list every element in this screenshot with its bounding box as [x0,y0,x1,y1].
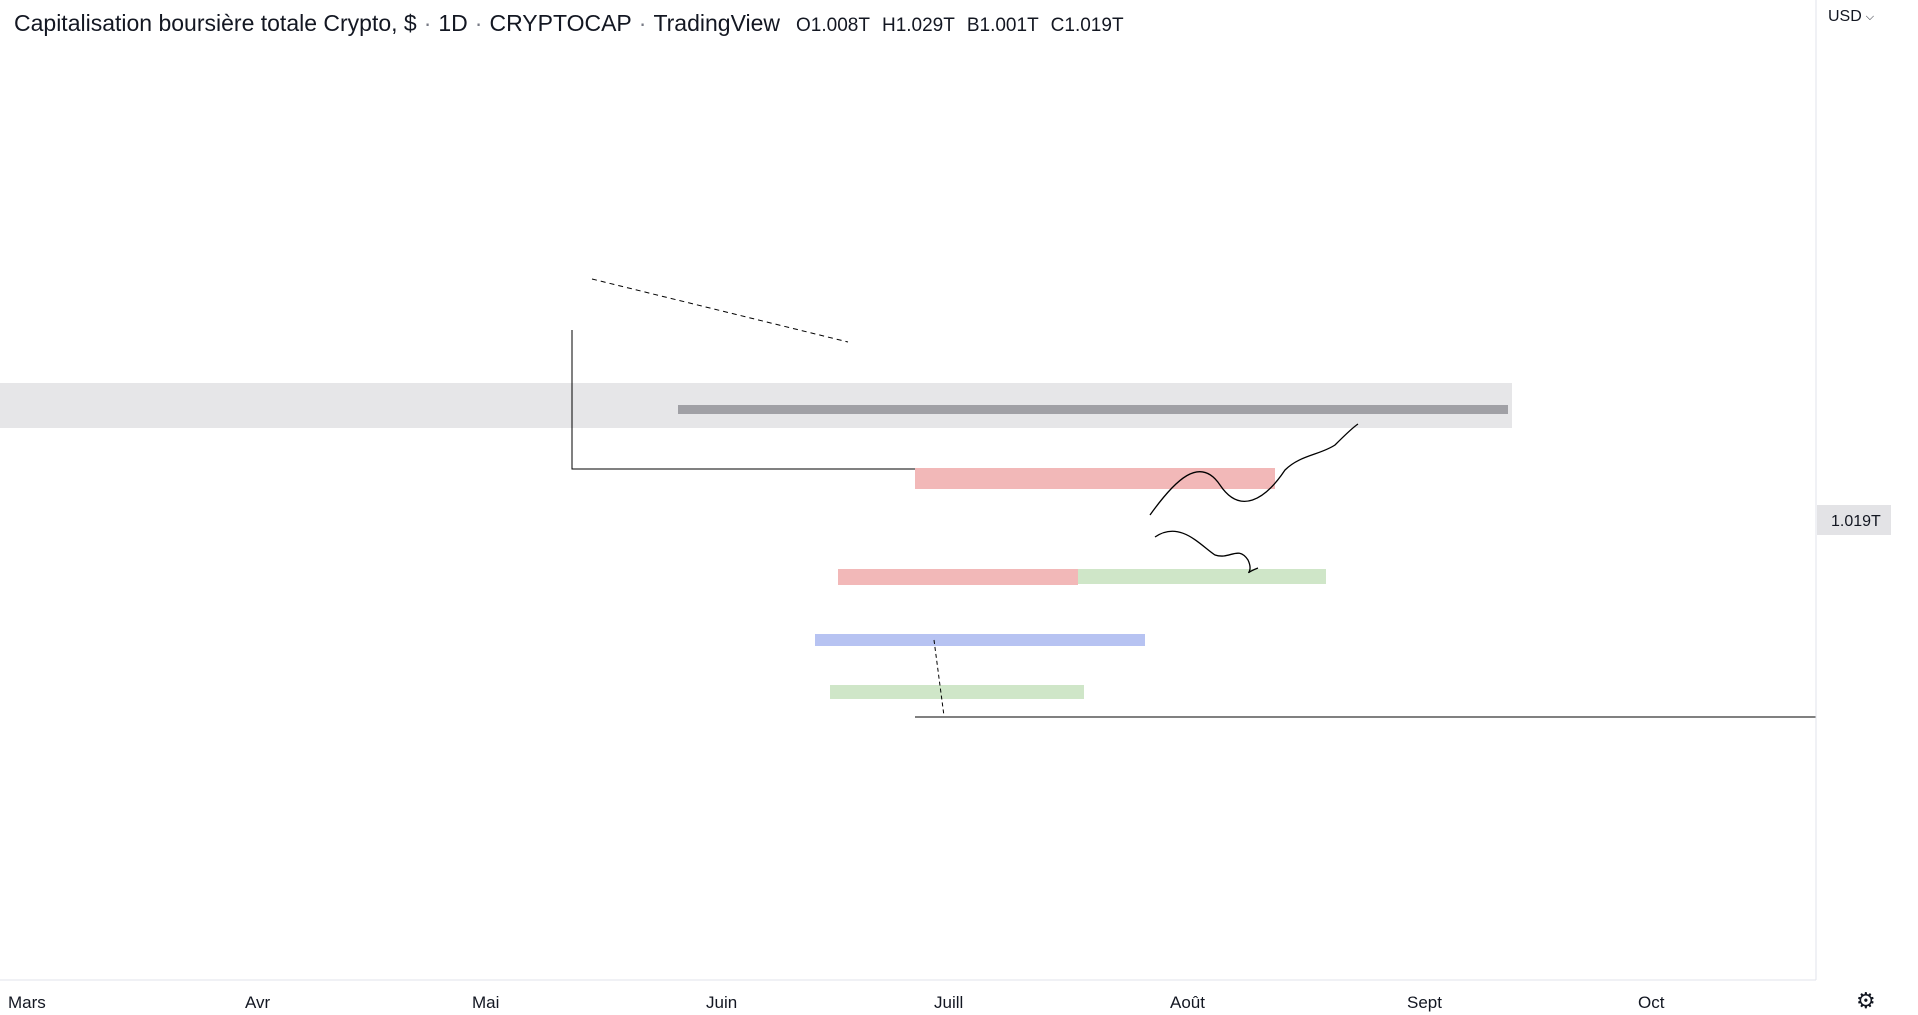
ohlc-low: B1.001T [966,15,1039,36]
projection-path-up [1149,423,1359,516]
ohlc-close: C1.019T [1050,15,1124,36]
resistance-zone-lower [838,569,1078,585]
ohlc-open: O1.008T [796,15,870,36]
resistance-zone-upper [915,468,1275,489]
dashed-drop-line [933,639,945,717]
interval-label[interactable]: 1D [438,10,468,36]
x-tick-label: Mars [8,993,46,1012]
ohlc-readout: O1.008T H1.029T B1.001T C1.019T [796,15,1124,37]
x-tick-label: Mai [472,993,499,1012]
last-price-label: 1.019T [1831,513,1881,530]
x-tick-label: Avr [245,993,271,1012]
fib50-zone [815,634,1145,646]
x-tick-label: Juin [706,993,737,1012]
x-tick-label: Oct [1638,993,1665,1012]
drawing-zones [0,383,1512,699]
x-tick-label: Sept [1407,993,1442,1012]
last-price-tag [1817,505,1891,535]
exchange-label: CRYPTOCAP [489,10,632,36]
currency-label: USD [1828,8,1862,25]
drawing-lines [571,278,1816,718]
triangle-trendline [591,278,849,343]
x-tick-label: Juill [934,993,963,1012]
gear-icon[interactable]: ⚙ [1856,988,1876,1013]
measure-bracket [571,330,915,470]
chart-header: Capitalisation boursière totale Crypto, … [14,10,1124,37]
low-2021-bar [678,405,1508,414]
projection-path-down [1154,530,1259,574]
support-zone-bottom [830,685,1084,699]
support-zone-right [1078,569,1326,584]
symbol-title[interactable]: Capitalisation boursière totale Crypto, … [14,10,417,36]
currency-selector[interactable]: USD ⌵ [1828,8,1874,26]
ohlc-high: H1.029T [881,15,955,36]
chevron-down-icon: ⌵ [1865,10,1875,23]
source-label: TradingView [653,10,781,36]
x-tick-label: Août [1170,993,1205,1012]
